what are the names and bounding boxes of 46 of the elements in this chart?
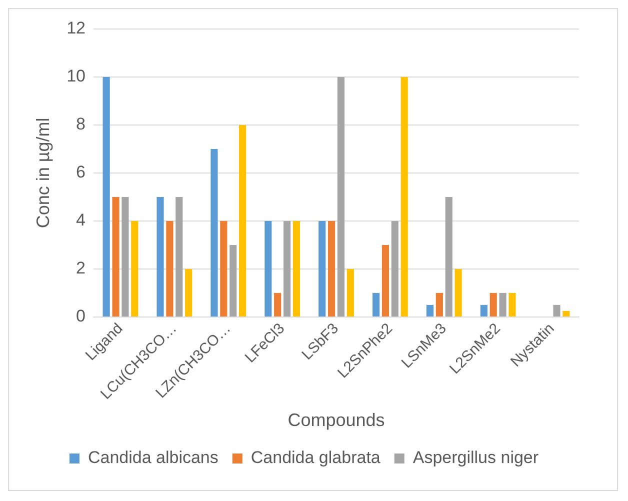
bar <box>318 220 326 316</box>
y-tick-label: 8 <box>76 114 86 134</box>
y-tick-label: 12 <box>66 18 86 38</box>
bar <box>490 292 497 316</box>
y-axis-title: Conc in µg/ml <box>32 118 53 228</box>
bar <box>499 292 506 316</box>
bar <box>131 220 138 316</box>
bar <box>185 268 192 316</box>
bar <box>508 292 516 316</box>
bar <box>445 196 452 316</box>
bar <box>220 220 228 316</box>
bar <box>292 220 300 316</box>
y-tick-label: 10 <box>66 66 86 86</box>
y-tick-label: 0 <box>76 306 86 326</box>
x-axis-title: Compounds <box>288 410 385 430</box>
bar <box>346 268 354 316</box>
legend-label: Aspergillus niger <box>412 448 539 468</box>
bar <box>230 244 237 316</box>
bar <box>122 196 129 316</box>
bar <box>238 124 246 316</box>
bar <box>454 268 462 316</box>
legend-label: Candida albicans <box>88 448 218 468</box>
y-tick-label: 6 <box>76 162 86 182</box>
y-tick-label: 2 <box>76 258 86 278</box>
bar <box>372 292 380 316</box>
bar <box>562 310 570 316</box>
bar <box>176 196 183 316</box>
bar <box>274 292 282 316</box>
bar <box>156 196 164 316</box>
bar <box>102 76 110 316</box>
bar <box>553 304 560 316</box>
bar <box>166 220 174 316</box>
bar <box>400 76 408 316</box>
bar <box>436 292 443 316</box>
bar <box>391 220 398 316</box>
bar <box>210 148 218 316</box>
bar <box>337 76 345 316</box>
bar <box>264 220 272 316</box>
bar <box>382 244 390 316</box>
bar <box>112 196 120 316</box>
y-tick-label: 4 <box>76 210 86 230</box>
bar <box>328 220 336 316</box>
bar <box>426 304 434 316</box>
legend-label: Candida glabrata <box>250 448 381 468</box>
bar <box>480 304 488 316</box>
bar <box>283 220 291 316</box>
